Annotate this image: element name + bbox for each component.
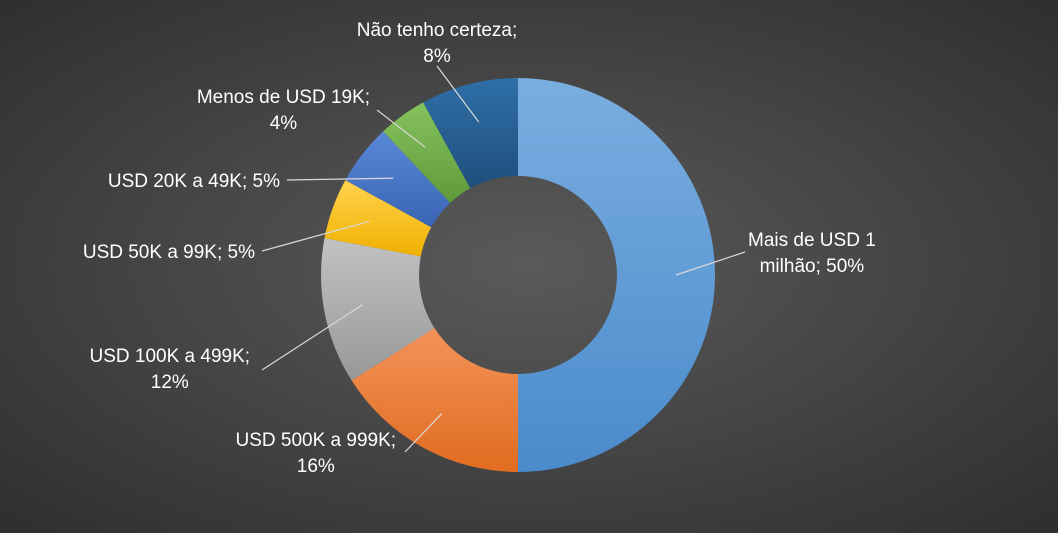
data-label-line: 8% — [423, 46, 451, 67]
data-label-line: milhão; 50% — [760, 256, 865, 277]
leader-line — [436, 65, 480, 123]
slice-n-o-tenho-certeza — [423, 78, 518, 189]
data-label: Menos de USD 19K; 4% — [197, 87, 370, 134]
data-label-line: Menos de USD 19K; — [197, 87, 370, 108]
slice-usd-100k-a-499k — [321, 238, 435, 381]
data-labels-layer: Mais de USD 1 milhão; 50% USD 500K a 999K;… — [83, 20, 876, 477]
data-label: USD 100K a 499K; 12% — [90, 346, 251, 393]
data-label-line: USD 20K a 49K; 5% — [108, 171, 280, 192]
data-label: USD 500K a 999K; 16% — [236, 430, 397, 477]
slice-mais-de-usd-1-milh-o — [518, 78, 715, 472]
data-label: Não tenho certeza; 8% — [357, 20, 518, 67]
leader-lines-layer — [261, 65, 746, 453]
slice-usd-20k-a-49k — [345, 131, 451, 228]
data-label-line: USD 50K a 99K; 5% — [83, 242, 255, 263]
data-label: USD 20K a 49K; 5% — [108, 171, 280, 192]
slice-menos-de-usd-19k — [383, 102, 471, 203]
data-label-line: USD 100K a 499K; — [90, 346, 251, 367]
leader-line — [261, 220, 370, 252]
data-label: USD 50K a 99K; 5% — [83, 242, 255, 263]
leader-line — [286, 177, 394, 181]
data-label-line: 4% — [270, 113, 298, 134]
data-label-line: 16% — [297, 456, 335, 477]
slice-usd-500k-a-999k — [351, 328, 518, 472]
data-label: Mais de USD 1 milhão; 50% — [748, 230, 876, 277]
data-label-line: Não tenho certeza; — [357, 20, 518, 41]
data-label-line: USD 500K a 999K; — [236, 430, 397, 451]
leader-line — [675, 251, 746, 276]
data-label-line: Mais de USD 1 — [748, 230, 876, 251]
data-label-line: 12% — [151, 372, 189, 393]
slice-usd-50k-a-99k — [324, 180, 432, 257]
slices-layer — [321, 78, 715, 472]
leader-line — [261, 304, 364, 371]
leader-line — [376, 109, 426, 148]
leader-line — [404, 413, 443, 453]
